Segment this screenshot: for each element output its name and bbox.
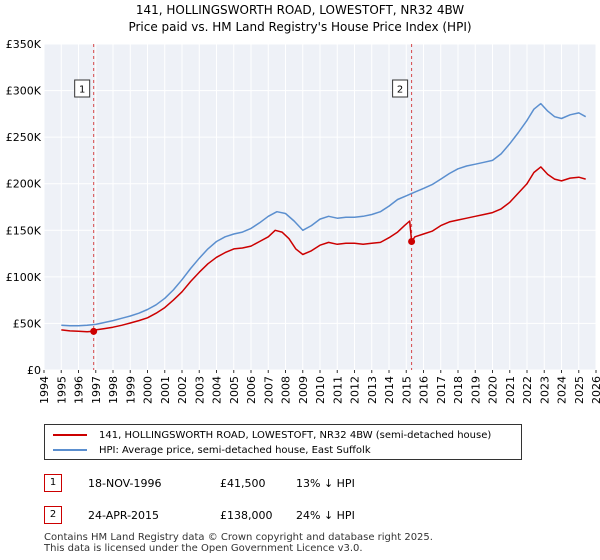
- price-chart: 1 2 £0 £50K £100K £150K £200K £250K £300K £350K 19…: [6, 38, 600, 404]
- y-tick-label: £100K: [6, 271, 42, 284]
- legend-label-hpi: HPI: Average price, semi-detached house,…: [99, 444, 371, 456]
- sale-price: £138,000: [220, 509, 273, 522]
- x-tick-label: 2018: [452, 376, 465, 404]
- chart-title: 141, HOLLINGSWORTH ROAD, LOWESTOFT, NR32…: [135, 3, 465, 17]
- x-tick-label: 2021: [504, 376, 517, 404]
- x-tick-label: 2007: [262, 376, 275, 404]
- y-tick-label: £300K: [6, 85, 42, 98]
- chart-subtitle: Price paid vs. HM Land Registry's House …: [128, 20, 472, 34]
- x-tick-label: 2013: [366, 376, 379, 404]
- x-tick-label: 2010: [314, 376, 327, 404]
- x-tick-label: 1997: [90, 376, 103, 404]
- legend-item-hpi: HPI: Average price, semi-detached house,…: [53, 443, 371, 457]
- y-tick-label: £150K: [6, 224, 42, 237]
- x-tick-label: 2009: [297, 376, 310, 404]
- sale-label-box: [74, 79, 91, 98]
- x-tick-label: 2001: [159, 376, 172, 404]
- sale-number-badge: 2: [44, 506, 62, 524]
- x-tick-label: 2022: [521, 376, 534, 404]
- x-tick-label: 2016: [418, 376, 431, 404]
- sale-row: 2 24-APR-2015 £138,000 24% ↓ HPI: [44, 506, 524, 526]
- property-price-line: [61, 166, 586, 333]
- x-tick-label: 2024: [556, 376, 569, 404]
- y-tick-label: £250K: [6, 131, 42, 144]
- sale-hpi-diff: 24% ↓ HPI: [296, 509, 355, 522]
- x-tick-label: 2017: [435, 376, 448, 404]
- sale-label: 1: [79, 85, 85, 96]
- x-tick-label: 2026: [590, 376, 600, 404]
- x-tick-label: 1994: [38, 376, 51, 404]
- footer-licence: This data is licensed under the Open Gov…: [44, 543, 363, 554]
- legend-swatch-hpi: [53, 449, 87, 451]
- x-tick-label: 2008: [280, 376, 293, 404]
- hpi-line: [61, 102, 587, 327]
- sale-row: 1 18-NOV-1996 £41,500 13% ↓ HPI: [44, 474, 524, 494]
- sale-number-badge: 1: [44, 474, 62, 492]
- x-tick-label: 2003: [193, 376, 206, 404]
- x-tick-label: 2006: [245, 376, 258, 404]
- legend-item-property: 141, HOLLINGSWORTH ROAD, LOWESTOFT, NR32…: [53, 428, 491, 442]
- x-tick-label: 1996: [73, 376, 86, 404]
- x-tick-label: 2011: [331, 376, 344, 404]
- sale-hpi-diff: 13% ↓ HPI: [296, 477, 355, 490]
- x-tick-label: 2020: [487, 376, 500, 404]
- legend: 141, HOLLINGSWORTH ROAD, LOWESTOFT, NR32…: [44, 424, 522, 460]
- x-tick-label: 2014: [383, 376, 396, 404]
- x-tick-label: 2012: [349, 376, 362, 404]
- x-tick-label: 2019: [469, 376, 482, 404]
- sale-price: £41,500: [220, 477, 266, 490]
- y-tick-label: £50K: [13, 317, 42, 330]
- sale-label: 2: [397, 85, 403, 96]
- x-tick-label: 2025: [573, 376, 586, 404]
- x-tick-label: 1995: [55, 376, 68, 404]
- legend-label-property: 141, HOLLINGSWORTH ROAD, LOWESTOFT, NR32…: [99, 429, 492, 441]
- sale-date: 24-APR-2015: [88, 509, 160, 522]
- x-tick-label: 2015: [400, 376, 413, 404]
- x-tick-label: 1999: [124, 376, 137, 404]
- y-tick-label: £350K: [6, 38, 42, 51]
- sale-date: 18-NOV-1996: [88, 477, 162, 490]
- x-tick-label: 2005: [228, 376, 241, 404]
- x-tick-label: 2000: [142, 376, 155, 404]
- legend-swatch-property: [53, 434, 87, 436]
- footer-copyright: Contains HM Land Registry data © Crown c…: [44, 532, 433, 543]
- sale-label-box: [392, 79, 409, 98]
- y-tick-label: £200K: [6, 178, 42, 191]
- x-tick-label: 2023: [538, 376, 551, 404]
- x-tick-label: 2002: [176, 376, 189, 404]
- x-tick-label: 1998: [107, 376, 120, 404]
- sale-point: [90, 327, 98, 335]
- x-tick-label: 2004: [211, 376, 224, 404]
- y-tick-label: £0: [27, 364, 41, 377]
- sale-point: [408, 237, 416, 245]
